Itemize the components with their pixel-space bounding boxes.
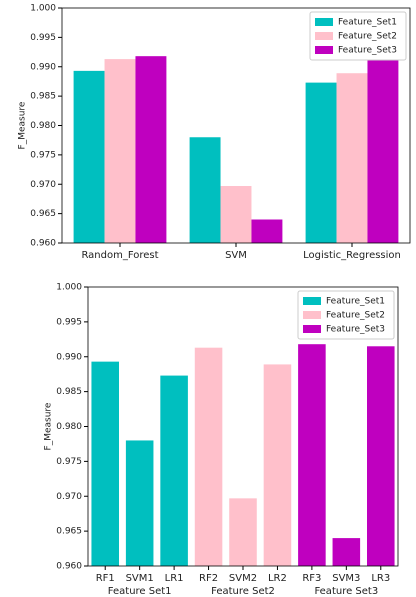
legend-label: Feature_Set1: [338, 18, 397, 28]
bar: [125, 440, 154, 566]
legend-swatch: [303, 297, 321, 305]
bar: [298, 344, 326, 566]
plot-frame: [87, 286, 399, 567]
legend-box: [297, 290, 395, 340]
bar: [91, 361, 119, 566]
y-axis-label: F_Measure: [44, 402, 54, 450]
bar: [263, 364, 292, 566]
y-tick-label: 0.975: [56, 457, 82, 467]
bar: [104, 59, 136, 243]
group-label: Feature Set3: [314, 586, 378, 597]
y-tick-label: 0.960: [56, 562, 82, 572]
x-tick-label: Random_Forest: [81, 250, 158, 261]
x-tick-label: RF2: [199, 573, 218, 584]
y-tick-label: 0.985: [56, 387, 82, 397]
y-tick-label: 1.000: [30, 4, 56, 14]
y-tick-label: 0.970: [30, 180, 56, 190]
y-tick-label: 0.995: [56, 317, 82, 327]
bar: [305, 82, 337, 243]
bar: [229, 498, 257, 566]
x-tick-label: SVM1: [126, 573, 154, 584]
y-tick-label: 0.980: [56, 422, 82, 432]
x-tick-label: RF1: [96, 573, 115, 584]
x-tick-label: RF3: [302, 573, 321, 584]
legend-label: Feature_Set2: [338, 32, 397, 42]
y-tick-label: 0.965: [56, 527, 82, 537]
legend-box: [309, 11, 407, 61]
y-tick-label: 0.970: [56, 492, 82, 502]
y-tick-label: 0.990: [56, 352, 82, 362]
bar: [332, 538, 361, 566]
y-tick-label: 0.960: [30, 239, 56, 249]
bar: [160, 375, 188, 566]
bar: [251, 219, 283, 243]
y-tick-label: 0.985: [30, 92, 56, 102]
bar: [194, 347, 223, 566]
bar: [367, 346, 395, 566]
legend-label: Feature_Set1: [326, 297, 385, 307]
group-label: Feature Set1: [108, 586, 172, 597]
x-tick-label: Logistic_Regression: [303, 250, 401, 261]
x-tick-label: LR1: [165, 573, 184, 584]
legend-swatch: [315, 18, 333, 26]
bar: [135, 56, 167, 243]
x-tick-label: LR3: [371, 573, 390, 584]
legend-swatch: [315, 32, 333, 40]
y-tick-label: 1.000: [56, 283, 82, 293]
x-tick-label: SVM3: [332, 573, 360, 584]
bar: [189, 137, 221, 243]
bar: [220, 186, 252, 243]
legend-swatch: [303, 311, 321, 319]
x-tick-label: LR2: [268, 573, 287, 584]
legend-label: Feature_Set2: [326, 311, 385, 321]
y-axis-label: F_Measure: [18, 101, 28, 149]
legend-label: Feature_Set3: [338, 46, 397, 56]
x-tick-label: SVM2: [229, 573, 257, 584]
y-tick-label: 0.995: [30, 33, 56, 43]
bar: [336, 73, 368, 244]
x-tick-label: SVM: [225, 250, 247, 261]
y-tick-label: 0.965: [30, 209, 56, 219]
y-tick-label: 0.980: [30, 121, 56, 131]
legend-swatch: [315, 46, 333, 54]
plot-frame: [61, 7, 411, 244]
bar: [367, 57, 399, 243]
legend-swatch: [303, 325, 321, 333]
legend-label: Feature_Set3: [326, 325, 385, 335]
group-label: Feature Set2: [211, 586, 275, 597]
y-tick-label: 0.990: [30, 62, 56, 72]
y-tick-label: 0.975: [30, 150, 56, 160]
bar: [73, 70, 105, 243]
